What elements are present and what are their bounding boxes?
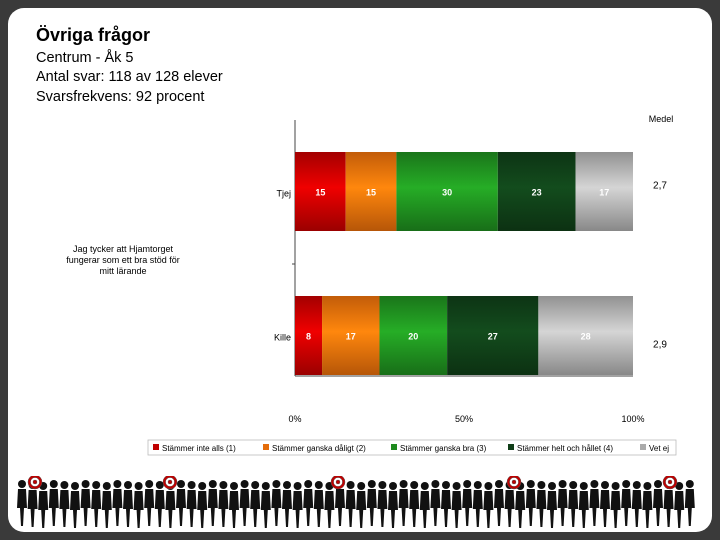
legend-box — [147, 439, 677, 456]
legend-entry: Stämmer helt och hållet (4) — [517, 444, 613, 453]
bar-segment — [295, 296, 323, 375]
legend-entry: Stämmer ganska bra (3) — [400, 444, 487, 453]
legend-entry: Stämmer inte alls (1) — [162, 444, 236, 453]
school-grade: Centrum - Åk 5 — [36, 50, 134, 66]
x-tick-label: 0% — [288, 414, 301, 424]
stacked-bar-chart: Jag tycker att Hjamtorget fungerar som et… — [66, 114, 677, 456]
bar-segment — [447, 296, 539, 375]
legend-swatch — [391, 444, 397, 450]
data-label: 17 — [346, 332, 356, 342]
bar-segment — [322, 296, 380, 375]
data-label: 30 — [442, 188, 452, 198]
medel-header: Medel — [649, 114, 674, 124]
category-label-tjej: Tjej — [276, 189, 291, 199]
medel-value: 2,9 — [653, 340, 667, 351]
footer-silhouettes — [17, 476, 695, 528]
data-label: 17 — [599, 188, 609, 198]
legend-swatch — [640, 444, 646, 450]
x-tick-label: 100% — [621, 414, 644, 424]
category-label-kille: Kille — [274, 333, 291, 343]
data-label: 28 — [581, 332, 591, 342]
data-label: 15 — [366, 188, 376, 198]
bar-segment — [379, 296, 448, 375]
legend-swatch — [153, 444, 159, 450]
data-label: 15 — [315, 188, 325, 198]
medel-value: 2,7 — [653, 181, 667, 192]
bar-segment — [497, 152, 576, 231]
bar-segment — [575, 152, 633, 231]
data-label: 8 — [306, 332, 311, 342]
bar-segment — [538, 296, 633, 375]
page-title: Övriga frågor — [36, 25, 151, 45]
question-label: Jag tycker att Hjamtorget fungerar som et… — [66, 244, 180, 276]
response-count: Antal svar: 118 av 128 elever — [36, 69, 223, 85]
bar-segment — [396, 152, 498, 231]
bar-segment — [345, 152, 397, 231]
legend-swatch — [508, 444, 514, 450]
legend-entry: Vet ej — [649, 444, 669, 453]
data-label: 20 — [408, 332, 418, 342]
x-tick-label: 50% — [455, 414, 473, 424]
slide: Övriga frågor Centrum - Åk 5 Antal svar:… — [8, 8, 712, 532]
data-label: 27 — [488, 332, 498, 342]
data-label: 23 — [532, 188, 542, 198]
response-rate: Svarsfrekvens: 92 procent — [36, 89, 205, 105]
legend-entry: Stämmer ganska dåligt (2) — [272, 444, 366, 453]
legend-swatch — [263, 444, 269, 450]
bar-segment — [295, 152, 346, 231]
